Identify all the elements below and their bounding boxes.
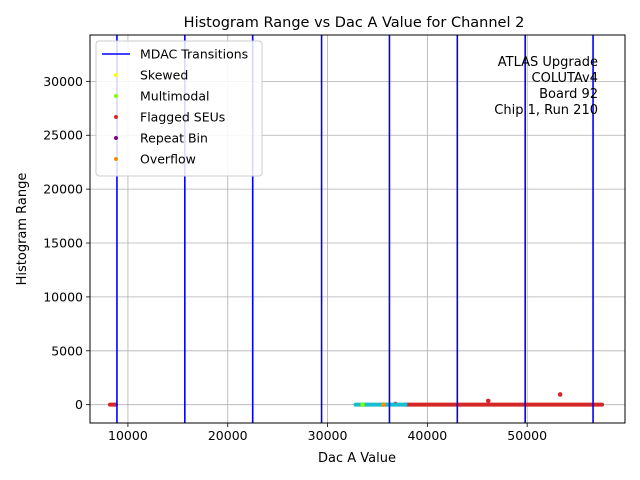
annotation-line: Board 92	[539, 87, 598, 102]
legend-dot-swatch	[114, 157, 118, 161]
annotation-line: COLUTAv4	[532, 71, 598, 86]
legend: MDAC Transitions Skewed Multimodal Flagged …	[95, 40, 263, 177]
data-point	[557, 392, 563, 397]
legend-label: Multimodal	[140, 89, 209, 104]
legend-box	[95, 40, 263, 177]
legend-dot-swatch	[114, 94, 118, 98]
plot-area	[107, 392, 605, 407]
y-tick-label: 15000	[43, 236, 83, 251]
annotation-line: Chip 1, Run 210	[494, 103, 598, 118]
x-axis: 10000 20000 30000 40000 50000	[108, 423, 547, 443]
y-axis: 0 5000 10000 15000 20000 25000 30000	[43, 74, 90, 412]
x-tick-label: 50000	[507, 428, 547, 443]
annotation-line: ATLAS Upgrade	[498, 55, 598, 70]
legend-label: Repeat Bin	[140, 131, 208, 146]
x-tick-label: 20000	[208, 428, 248, 443]
legend-label: MDAC Transitions	[140, 47, 248, 62]
y-tick-label: 20000	[43, 182, 83, 197]
data-point	[360, 402, 365, 407]
y-tick-label: 10000	[43, 289, 83, 304]
legend-dot-swatch	[114, 73, 118, 77]
data-point	[381, 402, 386, 407]
chart-title: Histogram Range vs Dac A Value for Chann…	[184, 15, 525, 31]
legend-label: Overflow	[140, 152, 196, 167]
y-tick-label: 30000	[43, 74, 83, 89]
legend-dot-swatch	[114, 115, 118, 119]
x-tick-label: 30000	[308, 428, 348, 443]
y-tick-label: 5000	[51, 343, 83, 358]
axes-frame	[89, 34, 626, 424]
legend-label: Skewed	[140, 68, 188, 83]
x-tick-label: 40000	[407, 428, 447, 443]
y-tick-label: 25000	[43, 128, 83, 143]
x-axis-label: Dac A Value	[318, 451, 396, 466]
x-tick-label: 10000	[108, 428, 148, 443]
data-point	[485, 398, 491, 404]
legend-label: Flagged SEUs	[140, 110, 225, 125]
y-tick-label: 0	[75, 397, 83, 412]
y-axis-label: Histogram Range	[15, 173, 30, 286]
legend-dot-swatch	[114, 136, 118, 140]
